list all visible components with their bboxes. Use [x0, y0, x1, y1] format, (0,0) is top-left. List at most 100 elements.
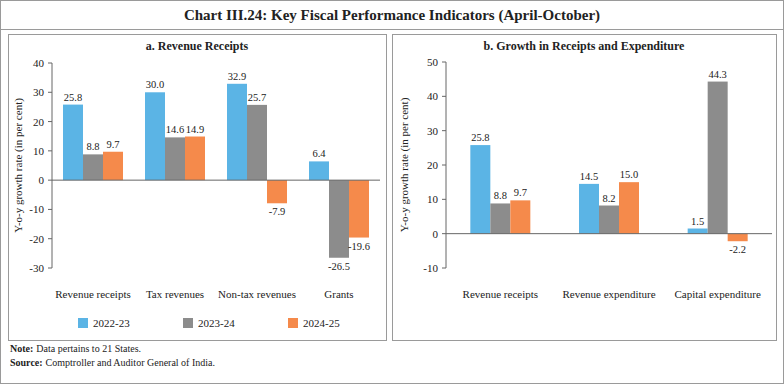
y-tick-label: 40 — [427, 90, 439, 102]
data-label: -26.5 — [328, 261, 350, 272]
y-tick-label: 20 — [427, 159, 439, 171]
legend-swatch — [78, 318, 88, 328]
note-text: Data pertains to 21 States. — [36, 343, 141, 354]
bar: 2023-24 — [329, 180, 349, 258]
x-tick-label: Revenue receipts — [55, 288, 130, 300]
zero-line — [446, 233, 772, 234]
data-label: 8.2 — [602, 193, 615, 204]
y-tick — [48, 209, 52, 210]
bar: 2024-25 — [103, 152, 123, 180]
y-tick-label: -20 — [29, 233, 44, 245]
data-label: 8.8 — [86, 141, 99, 152]
data-label: 6.4 — [312, 148, 326, 159]
y-tick — [442, 130, 446, 131]
bar: 2024-25 — [185, 137, 205, 181]
y-tick — [442, 96, 446, 97]
y-tick — [48, 180, 52, 181]
source: Source:Comptroller and Auditor General o… — [10, 357, 215, 368]
x-tick-label: Grants — [324, 288, 353, 300]
bar: 2023-24 — [490, 203, 510, 233]
y-tick — [48, 63, 52, 64]
y-tick-label: 0 — [433, 228, 439, 240]
y-axis-label: Y-o-y growth rate (in per cent) — [12, 98, 25, 233]
source-label: Source: — [10, 357, 43, 368]
note: Note:Data pertains to 21 States. — [10, 343, 141, 354]
legend-swatch — [288, 318, 298, 328]
y-tick — [442, 62, 446, 63]
legend-label: 2022-23 — [93, 317, 130, 329]
y-tick-label: -30 — [29, 262, 44, 274]
y-tick — [48, 92, 52, 93]
data-label: 9.7 — [514, 187, 527, 198]
bar: 2022-23 — [688, 229, 708, 234]
bars: 2022-232022-232022-232022-232023-242023-… — [63, 84, 369, 258]
y-tick-label: -10 — [423, 262, 438, 274]
data-label: 8.8 — [494, 190, 507, 201]
note-label: Note: — [10, 343, 33, 354]
bar: 2023-24 — [165, 137, 185, 180]
x-tick-label: Revenue receipts — [463, 288, 538, 300]
outer-frame — [1, 1, 784, 384]
y-tick-label: 50 — [427, 56, 439, 68]
y-tick-label: -10 — [29, 203, 44, 215]
x-tick-label: Non-tax revenues — [218, 288, 296, 300]
bar: 2022-23 — [145, 92, 165, 180]
panel-frame — [393, 35, 777, 341]
y-axis-label: Y-o-y growth rate (in per cent) — [398, 97, 411, 232]
bars: 2022-232022-232022-232023-242023-242023-… — [470, 82, 747, 242]
bar: 2024-25 — [619, 182, 639, 234]
data-label: 15.0 — [620, 169, 638, 180]
bar: 2024-25 — [349, 180, 369, 237]
data-label: -7.9 — [269, 206, 286, 217]
legend-label: 2024-25 — [303, 317, 340, 329]
y-tick — [442, 268, 446, 269]
zero-line — [52, 180, 380, 181]
bar: 2022-23 — [227, 84, 247, 180]
legend-label: 2023-24 — [198, 317, 235, 329]
data-label: 25.8 — [471, 132, 489, 143]
y-tick-label: 30 — [33, 86, 45, 98]
source-text: Comptroller and Auditor General of India… — [46, 357, 215, 368]
y-tick-label: 30 — [427, 125, 439, 137]
y-tick — [442, 165, 446, 166]
figure: Chart III.24: Key Fiscal Performance Ind… — [0, 0, 784, 384]
x-tick-label: Tax revenues — [146, 288, 204, 300]
y-tick-label: 10 — [33, 145, 45, 157]
data-label: 25.7 — [248, 92, 266, 103]
figure-title: Chart III.24: Key Fiscal Performance Ind… — [184, 7, 600, 24]
data-label: 14.5 — [580, 171, 598, 182]
bar: 2024-25 — [267, 180, 287, 203]
panel-title: b. Growth in Receipts and Expenditure — [484, 39, 686, 53]
y-tick-label: 10 — [427, 193, 439, 205]
y-tick — [48, 238, 52, 239]
bar: 2023-24 — [599, 206, 619, 234]
panel-frame — [9, 35, 387, 341]
data-label: 44.3 — [708, 69, 726, 80]
x-tick-label: Revenue expenditure — [562, 288, 655, 300]
y-axis-line — [52, 63, 53, 268]
y-tick — [48, 268, 52, 269]
x-tick-label: Capital expenditure — [674, 288, 761, 300]
data-label: -19.6 — [348, 241, 370, 252]
bar: 2022-23 — [63, 105, 83, 181]
bar: 2023-24 — [83, 154, 103, 180]
data-label: 1.5 — [691, 216, 704, 227]
title-separator — [1, 29, 784, 30]
y-tick — [48, 150, 52, 151]
y-tick-label: 20 — [33, 116, 45, 128]
data-label: 30.0 — [146, 79, 164, 90]
bar: 2022-23 — [470, 145, 490, 234]
data-label: -2.2 — [729, 244, 746, 255]
bar: 2024-25 — [510, 200, 530, 233]
bar: 2024-25 — [728, 234, 748, 242]
legend-swatch — [183, 318, 193, 328]
panel-title: a. Revenue Receipts — [146, 39, 249, 53]
data-label: 14.9 — [186, 124, 204, 135]
data-label: 14.6 — [166, 124, 184, 135]
bar: 2023-24 — [247, 105, 267, 180]
y-tick-label: 40 — [33, 57, 45, 69]
y-tick — [442, 233, 446, 234]
y-tick-label: 0 — [39, 174, 45, 186]
panel: b. Growth in Receipts and Expenditure Y-o… — [393, 35, 777, 341]
bar: 2023-24 — [708, 82, 728, 234]
